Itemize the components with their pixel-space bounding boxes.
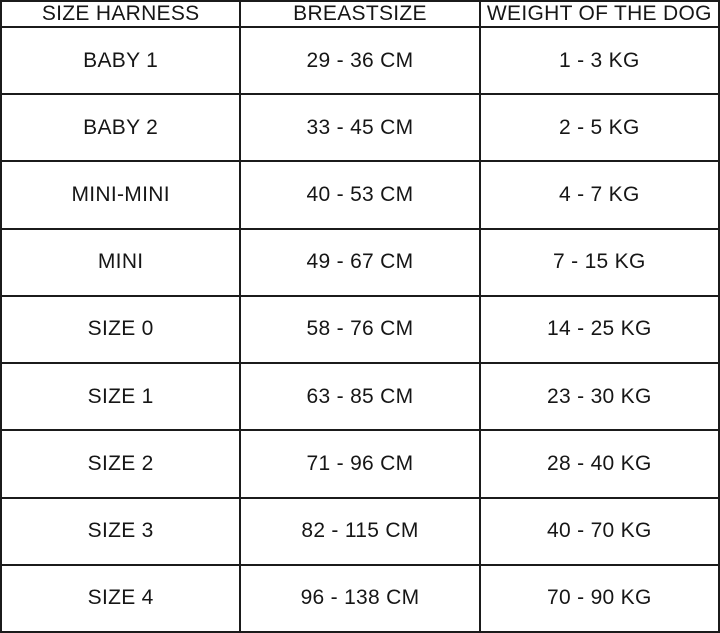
cell-weight: 40 - 70 KG (478, 496, 720, 566)
cell-breastsize: 82 - 115 CM (239, 496, 481, 566)
table-row: SIZE 3 82 - 115 CM 40 - 70 KG (0, 496, 720, 566)
table-row: BABY 1 29 - 36 CM 1 - 3 KG (0, 25, 720, 96)
header-cell-size-harness: SIZE HARNESS (0, 0, 242, 28)
cell-weight: 70 - 90 KG (478, 563, 720, 633)
cell-size-name: BABY 1 (0, 25, 242, 96)
cell-weight: 1 - 3 KG (478, 25, 720, 96)
header-cell-weight-of-the-dog: WEIGHT OF THE DOG (478, 0, 720, 28)
cell-weight: 7 - 15 KG (478, 227, 720, 297)
table-row: SIZE 0 58 - 76 CM 14 - 25 KG (0, 294, 720, 365)
cell-size-name: SIZE 4 (0, 563, 242, 633)
cell-weight: 4 - 7 KG (478, 160, 720, 230)
table-row: SIZE 2 71 - 96 CM 28 - 40 KG (0, 429, 720, 499)
cell-breastsize: 63 - 85 CM (239, 362, 481, 432)
table-row: SIZE 4 96 - 138 CM 70 - 90 KG (0, 563, 720, 633)
cell-breastsize: 96 - 138 CM (239, 563, 481, 633)
header-cell-breastsize: BREASTSIZE (239, 0, 481, 28)
cell-size-name: MINI (0, 227, 242, 297)
cell-weight: 2 - 5 KG (478, 93, 720, 163)
header-row: SIZE HARNESS BREASTSIZE WEIGHT OF THE DO… (0, 0, 720, 28)
table-body: BABY 1 29 - 36 CM 1 - 3 KG BABY 2 33 - 4… (0, 25, 720, 633)
table-row: MINI 49 - 67 CM 7 - 15 KG (0, 227, 720, 297)
cell-breastsize: 58 - 76 CM (239, 294, 481, 365)
cell-size-name: BABY 2 (0, 93, 242, 163)
table-row: MINI-MINI 40 - 53 CM 4 - 7 KG (0, 160, 720, 230)
cell-size-name: SIZE 1 (0, 362, 242, 432)
table-row: SIZE 1 63 - 85 CM 23 - 30 KG (0, 362, 720, 432)
cell-size-name: MINI-MINI (0, 160, 242, 230)
cell-weight: 28 - 40 KG (478, 429, 720, 499)
table-row: BABY 2 33 - 45 CM 2 - 5 KG (0, 93, 720, 163)
cell-breastsize: 40 - 53 CM (239, 160, 481, 230)
cell-size-name: SIZE 3 (0, 496, 242, 566)
table-header: SIZE HARNESS BREASTSIZE WEIGHT OF THE DO… (0, 0, 720, 28)
cell-weight: 23 - 30 KG (478, 362, 720, 432)
cell-size-name: SIZE 2 (0, 429, 242, 499)
cell-breastsize: 71 - 96 CM (239, 429, 481, 499)
cell-weight: 14 - 25 KG (478, 294, 720, 365)
cell-breastsize: 29 - 36 CM (239, 25, 481, 96)
cell-breastsize: 49 - 67 CM (239, 227, 481, 297)
cell-breastsize: 33 - 45 CM (239, 93, 481, 163)
cell-size-name: SIZE 0 (0, 294, 242, 365)
